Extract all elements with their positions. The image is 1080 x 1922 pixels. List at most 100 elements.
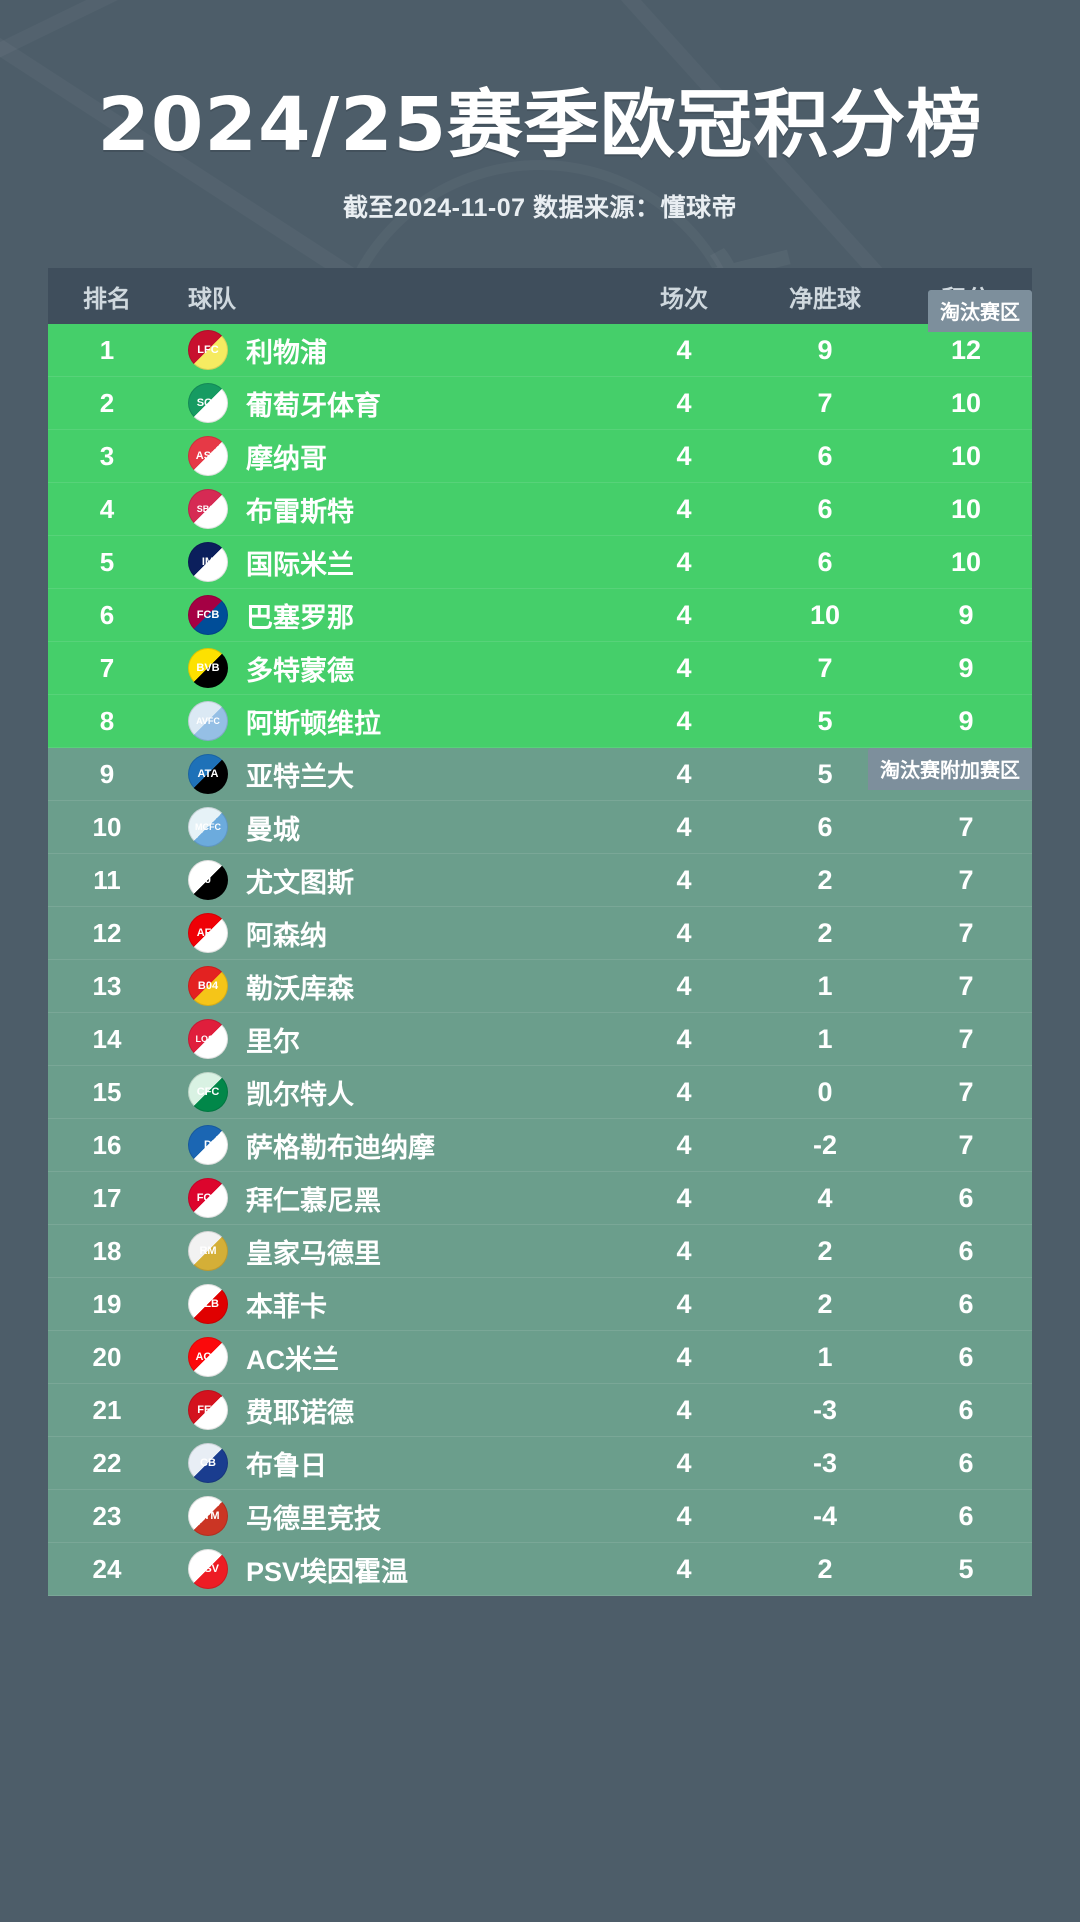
table-row[interactable]: 21 FEY 费耶诺德 4 -3 6 [48,1384,1032,1437]
cell-played: 4 [676,864,692,895]
table-row[interactable]: 3 ASM 摩纳哥 4 6 10 [48,430,1032,483]
cell-points: 6 [958,1288,974,1319]
cell-played: 4 [676,1447,692,1478]
cell-points: 7 [958,811,974,842]
acmilan-crest: ACM [188,1337,228,1377]
cell-played: 4 [676,652,692,683]
cell-played: 4 [676,811,692,842]
team-name: 勒沃库森 [246,973,354,1004]
cell-played: 4 [676,1076,692,1107]
dortmund-crest: BVB [188,648,228,688]
lille-crest: LOSC [188,1019,228,1059]
team-name: 巴塞罗那 [246,602,354,633]
table-row[interactable]: 2 SCP 葡萄牙体育 4 7 10 [48,377,1032,430]
team-name: 费耶诺德 [246,1397,354,1428]
table-row[interactable]: 14 LOSC 里尔 4 1 7 [48,1013,1032,1066]
cell-rank: 21 [92,1394,122,1425]
team-name: 摩纳哥 [246,443,327,474]
standings-table: 排名 球队 场次 净胜球 积分 1LFC利物浦49122SCP葡萄牙体育4710… [48,268,1032,1596]
cell-points: 6 [958,1447,974,1478]
table-row[interactable]: 13 B04 勒沃库森 4 1 7 [48,960,1032,1013]
cell-goal-difference: 1 [817,970,833,1001]
team-name: 萨格勒布迪纳摩 [246,1132,435,1163]
cell-rank: 9 [99,758,115,789]
cell-team: AFC 阿森纳 [166,913,618,953]
cell-goal-difference: 6 [817,440,833,471]
table-row[interactable]: 10 MCFC 曼城 4 6 7 [48,801,1032,854]
cell-rank: 16 [92,1129,122,1160]
cell-played: 4 [676,1500,692,1531]
cell-rank: 17 [92,1182,122,1213]
cell-rank: 3 [99,440,115,471]
table-header-row: 排名 球队 场次 净胜球 积分 [48,268,1032,324]
cell-team: CB 布鲁日 [166,1443,618,1483]
table-row[interactable]: 16 D 萨格勒布迪纳摩 4 -2 7 [48,1119,1032,1172]
cell-goal-difference: -4 [812,1500,837,1531]
table-row[interactable]: 23 ATM 马德里竞技 4 -4 6 [48,1490,1032,1543]
table-row[interactable]: 24 PSV PSV埃因霍温 4 2 5 [48,1543,1032,1596]
cell-points: 7 [958,1076,974,1107]
table-row[interactable]: 19 SLB 本菲卡 4 2 6 [48,1278,1032,1331]
team-name: 布鲁日 [246,1450,327,1481]
cell-points: 9 [958,705,974,736]
cell-rank: 11 [93,864,121,895]
table-row[interactable]: 12 AFC 阿森纳 4 2 7 [48,907,1032,960]
cell-played: 4 [676,493,692,524]
table-row[interactable]: 1 LFC 利物浦 4 9 12 [48,324,1032,377]
cell-points: 10 [950,440,982,471]
team-name: 马德里竞技 [246,1503,381,1534]
cell-points: 9 [958,599,974,630]
table-row[interactable]: 15 CFC 凯尔特人 4 0 7 [48,1066,1032,1119]
cell-points: 10 [950,546,982,577]
cell-points: 6 [958,1341,974,1372]
cell-played: 4 [676,1341,692,1372]
cell-rank: 22 [92,1447,122,1478]
psv-crest: PSV [188,1549,228,1589]
cell-goal-difference: 1 [817,1341,833,1372]
table-row[interactable]: 6 FCB 巴塞罗那 4 10 9 [48,589,1032,642]
cell-team: IM 国际米兰 [166,542,618,582]
realmadrid-crest: RM [188,1231,228,1271]
cell-rank: 8 [99,705,115,736]
table-row[interactable]: 17 FCB 拜仁慕尼黑 4 4 6 [48,1172,1032,1225]
atletico-crest: ATM [188,1496,228,1536]
cell-goal-difference: 2 [817,917,833,948]
cell-points: 7 [958,970,974,1001]
team-name: 布雷斯特 [246,496,354,527]
cell-team: D 萨格勒布迪纳摩 [166,1125,618,1165]
cell-rank: 4 [99,493,115,524]
cell-played: 4 [676,1023,692,1054]
cell-team: SLB 本菲卡 [166,1284,618,1324]
cell-goal-difference: 7 [817,652,833,683]
table-row[interactable]: 7 BVB 多特蒙德 4 7 9 [48,642,1032,695]
cell-rank: 23 [92,1500,122,1531]
cell-goal-difference: 5 [817,758,833,789]
cell-rank: 12 [92,917,122,948]
cell-goal-difference: 4 [817,1182,833,1213]
team-name: 阿森纳 [246,920,327,951]
cell-played: 4 [676,1129,692,1160]
column-header-played: 场次 [660,285,708,313]
table-row[interactable]: 20 ACM AC米兰 4 1 6 [48,1331,1032,1384]
team-name: 尤文图斯 [246,867,354,898]
monaco-crest: ASM [188,436,228,476]
cell-team: ATM 马德里竞技 [166,1496,618,1536]
cell-played: 4 [676,546,692,577]
cell-team: FEY 费耶诺德 [166,1390,618,1430]
cell-rank: 19 [92,1288,122,1319]
table-row[interactable]: 8 AVFC 阿斯顿维拉 4 5 9 [48,695,1032,748]
table-row[interactable]: 4 SB29 布雷斯特 4 6 10 [48,483,1032,536]
team-name: 阿斯顿维拉 [246,708,381,739]
cell-goal-difference: 0 [817,1076,833,1107]
table-row[interactable]: 11 J 尤文图斯 4 2 7 [48,854,1032,907]
table-row[interactable]: 22 CB 布鲁日 4 -3 6 [48,1437,1032,1490]
cell-team: PSV PSV埃因霍温 [166,1549,618,1589]
cell-played: 4 [676,1394,692,1425]
table-row[interactable]: 5 IM 国际米兰 4 6 10 [48,536,1032,589]
cell-points: 6 [958,1235,974,1266]
cell-team: ASM 摩纳哥 [166,436,618,476]
table-row[interactable]: 18 RM 皇家马德里 4 2 6 [48,1225,1032,1278]
cell-team: SCP 葡萄牙体育 [166,383,618,423]
cell-goal-difference: 2 [817,1553,833,1584]
cell-goal-difference: 9 [817,334,833,365]
